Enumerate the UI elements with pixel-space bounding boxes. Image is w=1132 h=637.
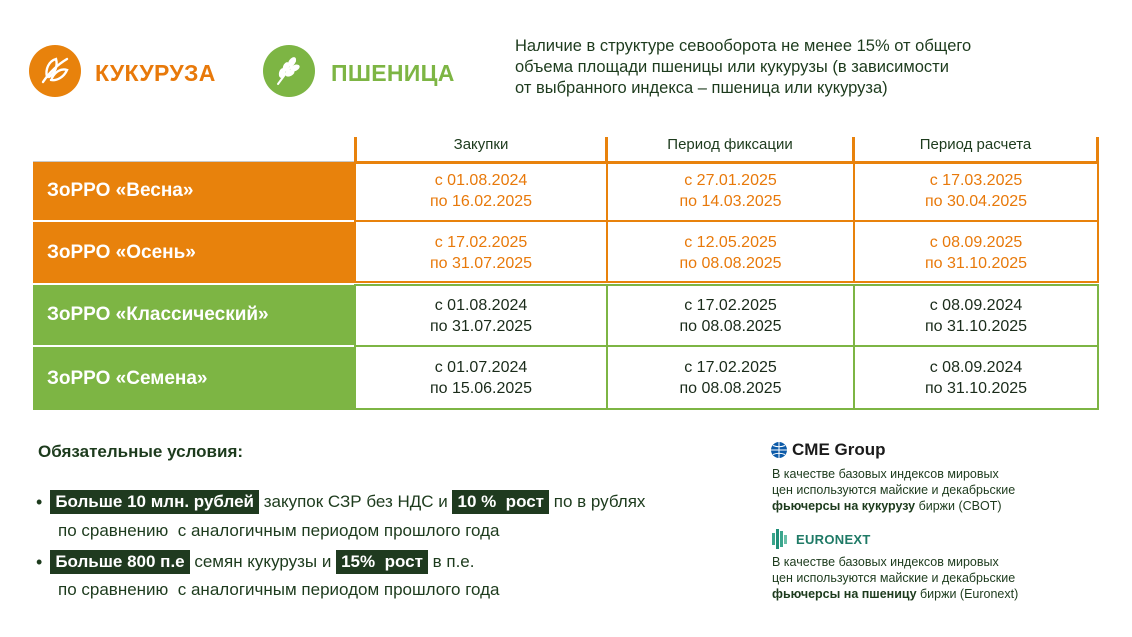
cme-logo: CME Group xyxy=(770,440,886,460)
date-from: с 12.05.2025 xyxy=(684,233,777,251)
row-divider xyxy=(354,220,1099,222)
col-divider xyxy=(354,137,357,161)
bullet-icon: • xyxy=(36,491,43,512)
col-divider xyxy=(605,137,608,161)
euronext-logo-text: EURONEXT xyxy=(796,531,871,547)
condition-item-1: • Больше 10 млн. рублей закупок СЗР без … xyxy=(36,490,645,514)
wheat-icon xyxy=(263,45,315,97)
date-to: по 08.08.2025 xyxy=(679,379,782,397)
row-label-semena: ЗоРРО «Семена» xyxy=(33,347,355,410)
note-line: цен используются майские и декабрьские xyxy=(772,483,1016,497)
condition-text: семян кукурузы и xyxy=(189,552,337,571)
row-label-classic: ЗоРРО «Классический» xyxy=(33,285,355,345)
table-header-left-line xyxy=(33,161,355,162)
note-line: цен используются майские и декабрьские xyxy=(772,571,1016,585)
column-header-purchases: Закупки xyxy=(453,136,509,153)
date-to: по 15.06.2025 xyxy=(429,379,533,397)
note-rest: биржи (CBOT) xyxy=(915,499,1002,513)
date-from: с 27.01.2025 xyxy=(684,172,777,189)
column-header-settlement: Период расчета xyxy=(919,136,1032,153)
table-cell: с 27.01.2025 по 14.03.2025 xyxy=(608,162,853,220)
date-to: по 31.10.2025 xyxy=(924,254,1028,272)
date-from: с 17.02.2025 xyxy=(684,296,777,314)
table-cell: с 08.09.2025 по 31.10.2025 xyxy=(855,222,1097,283)
column-header-fixation: Период фиксации xyxy=(667,136,793,153)
conditions-title: Обязательные условия: xyxy=(38,442,244,461)
highlight-amount: Больше 800 п.е xyxy=(50,550,190,574)
col-divider xyxy=(853,161,855,283)
table-cell: с 01.08.2024 по 31.07.2025 xyxy=(357,286,605,345)
col-divider xyxy=(1096,137,1099,161)
condition-item-1-cont: по сравнению с аналогичным периодом прош… xyxy=(58,521,500,540)
date-to: по 31.10.2025 xyxy=(924,317,1028,335)
date-to: по 08.08.2025 xyxy=(679,254,782,272)
table-cell: с 17.03.2025 по 30.04.2025 xyxy=(855,162,1097,220)
date-from: с 01.08.2024 xyxy=(434,296,528,314)
corn-icon xyxy=(29,45,81,97)
date-to: по 30.04.2025 xyxy=(924,193,1028,210)
corn-label: КУКУРУЗА xyxy=(95,60,216,86)
col-divider xyxy=(606,161,608,283)
euronext-logo: EURONEXT xyxy=(770,527,871,551)
col-divider xyxy=(852,137,855,161)
table-cell: с 12.05.2025 по 08.08.2025 xyxy=(608,222,853,283)
note-bold: фьючерсы на пшеницу xyxy=(772,587,917,601)
date-from: с 17.03.2025 xyxy=(929,172,1023,189)
col-divider xyxy=(606,284,608,410)
note-line: фьючерсы на кукурузу биржи (CBOT) xyxy=(772,498,1102,514)
date-from: с 01.07.2024 xyxy=(434,358,528,376)
row-label-osen: ЗоРРО «Осень» xyxy=(33,222,355,283)
date-to: по 31.07.2025 xyxy=(429,254,533,272)
intro-line: объема площади пшеницы или кукурузы (в з… xyxy=(515,58,949,76)
wheat-label: ПШЕНИЦА xyxy=(331,60,455,86)
highlight-growth: 15% рост xyxy=(336,550,428,574)
date-from: с 17.02.2025 xyxy=(434,233,528,251)
green-block-border xyxy=(354,284,1099,410)
highlight-growth: 10 % рост xyxy=(452,490,550,514)
table-cell: с 17.02.2025 по 08.08.2025 xyxy=(608,347,853,408)
col-divider xyxy=(853,284,855,410)
date-from: с 17.02.2025 xyxy=(684,358,777,376)
condition-text: закупок СЗР без НДС и xyxy=(258,492,453,511)
euronext-mark-icon xyxy=(772,529,787,549)
date-to: по 31.07.2025 xyxy=(429,317,533,335)
intro-line: от выбранного индекса – пшеница или куку… xyxy=(515,79,888,97)
date-to: по 16.02.2025 xyxy=(429,193,533,210)
note-rest: биржи (Euronext) xyxy=(916,587,1019,601)
cme-note: В качестве базовых индексов мировых цен … xyxy=(772,466,1102,514)
euronext-note: В качестве базовых индексов мировых цен … xyxy=(772,554,1102,602)
table-cell: с 17.02.2025 по 08.08.2025 xyxy=(608,286,853,345)
date-to: по 08.08.2025 xyxy=(679,317,782,335)
date-to: по 31.10.2025 xyxy=(924,379,1028,397)
note-line: В качестве базовых индексов мировых xyxy=(772,467,999,481)
condition-text: в п.е. xyxy=(427,552,475,571)
date-from: с 01.08.2024 xyxy=(434,172,528,189)
bullet-icon: • xyxy=(36,551,43,572)
table-cell: с 17.02.2025 по 31.07.2025 xyxy=(357,222,605,283)
row-divider xyxy=(354,345,1099,347)
globe-icon xyxy=(771,442,787,458)
condition-text: по в рублях xyxy=(549,492,646,511)
highlight-amount: Больше 10 млн. рублей xyxy=(50,490,259,514)
note-line: В качестве базовых индексов мировых xyxy=(772,555,999,569)
date-from: с 08.09.2025 xyxy=(929,233,1023,251)
date-from: с 08.09.2024 xyxy=(929,296,1023,314)
cme-logo-text: CME Group xyxy=(792,440,886,459)
row-label-vesna: ЗоРРО «Весна» xyxy=(33,162,355,220)
date-to: по 14.03.2025 xyxy=(679,193,782,210)
intro-line: Наличие в структуре севооборота не менее… xyxy=(515,37,972,55)
condition-item-2: • Больше 800 п.е семян кукурузы и 15% ро… xyxy=(36,550,474,574)
note-bold: фьючерсы на кукурузу xyxy=(772,499,916,513)
intro-text: Наличие в структуре севооборота не менее… xyxy=(515,36,1115,99)
table-cell: с 08.09.2024 по 31.10.2025 xyxy=(855,347,1097,408)
table-cell: с 01.08.2024 по 16.02.2025 xyxy=(357,162,605,220)
date-from: с 08.09.2024 xyxy=(929,358,1023,376)
note-line: фьючерсы на пшеницу биржи (Euronext) xyxy=(772,586,1102,602)
table-cell: с 08.09.2024 по 31.10.2025 xyxy=(855,286,1097,345)
orange-block-border xyxy=(354,161,1099,283)
table-cell: с 01.07.2024 по 15.06.2025 xyxy=(357,347,605,408)
table-header-rule xyxy=(355,161,1098,164)
condition-item-2-cont: по сравнению с аналогичным периодом прош… xyxy=(58,580,500,599)
